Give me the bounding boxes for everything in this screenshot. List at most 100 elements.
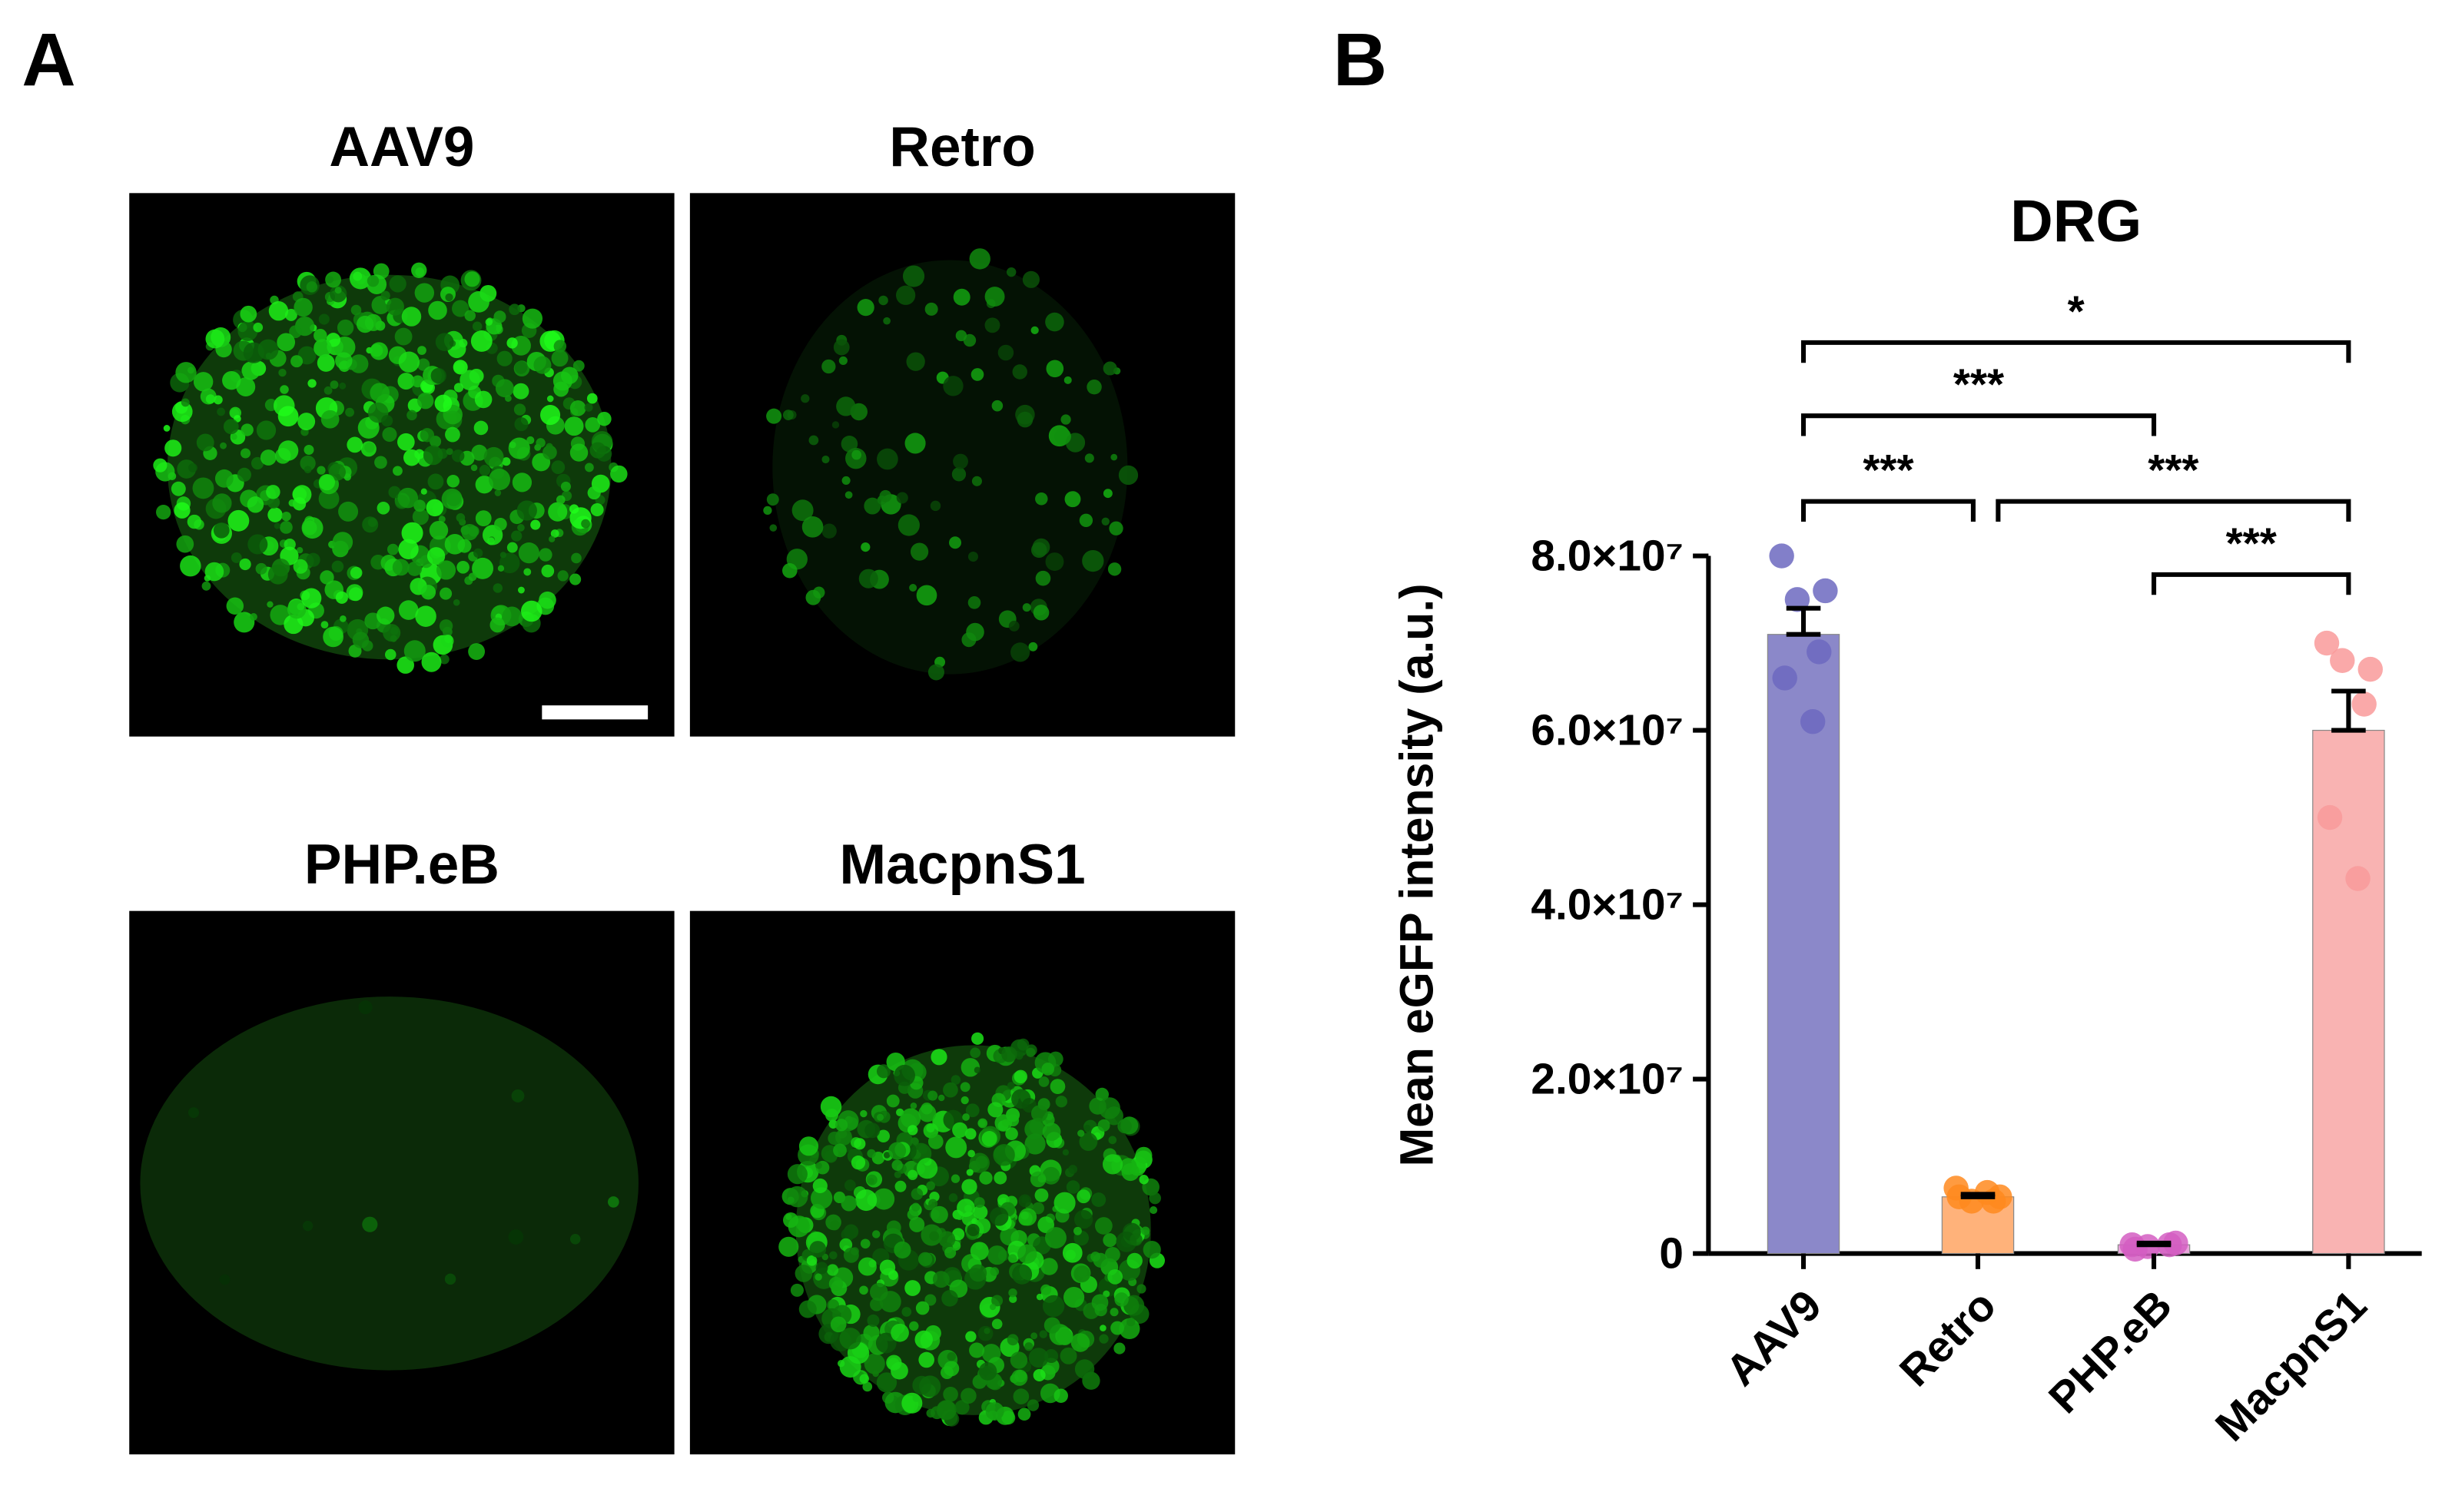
fluorescent-cell xyxy=(1063,1286,1085,1308)
fluorescent-cell xyxy=(1045,312,1064,332)
fluorescent-cell xyxy=(536,438,546,448)
fluorescent-cell xyxy=(320,410,340,429)
data-point xyxy=(2317,804,2343,831)
fluorescent-cell xyxy=(485,318,493,326)
fluorescent-cell xyxy=(902,265,925,287)
fluorescent-cell xyxy=(841,1228,854,1242)
panel-label: B xyxy=(1333,18,1387,101)
fluorescent-cell xyxy=(1033,1368,1046,1381)
fluorescent-cell xyxy=(398,351,420,373)
fluorescent-cell xyxy=(277,406,299,427)
fluorescent-cell xyxy=(426,547,446,565)
fluorescent-cell xyxy=(314,339,332,357)
fluorescent-cell xyxy=(966,1169,974,1176)
fluorescent-cell xyxy=(517,524,525,532)
fluorescent-cell xyxy=(943,376,964,396)
fluorescent-cell xyxy=(486,537,495,545)
fluorescent-cell xyxy=(340,615,347,622)
fluorescent-cell xyxy=(949,536,961,549)
fluorescent-cell xyxy=(891,1159,903,1171)
fluorescent-cell xyxy=(164,439,182,457)
fluorescent-cell xyxy=(328,463,346,481)
fluorescent-cell xyxy=(1073,1226,1082,1235)
fluorescent-cell xyxy=(589,442,606,459)
fluorescent-cell xyxy=(320,621,329,628)
fluorescent-cell xyxy=(879,489,892,502)
significance-bracket xyxy=(1800,499,1976,522)
fluorescent-cell xyxy=(494,489,502,496)
fluorescent-cell xyxy=(387,543,399,555)
fluorescent-cell xyxy=(876,1372,898,1393)
fluorescent-cell xyxy=(163,425,171,432)
fluorescent-cell xyxy=(778,1236,799,1257)
fluorescent-cell xyxy=(217,407,226,416)
fluorescent-cell xyxy=(787,1196,795,1204)
fluorescent-cell xyxy=(236,377,256,396)
fluorescent-cell xyxy=(821,523,837,539)
fluorescent-cell xyxy=(533,356,552,374)
fluorescent-cell xyxy=(250,613,257,621)
fluorescent-cell xyxy=(876,1064,891,1079)
fluorescent-cell xyxy=(370,383,390,403)
fluorescent-cell xyxy=(886,1220,901,1235)
fluorescent-cell xyxy=(506,542,518,553)
fluorescent-cell xyxy=(918,1351,934,1368)
fluorescent-cell xyxy=(872,1230,881,1238)
data-point xyxy=(1807,639,1832,665)
fluorescent-cell xyxy=(468,526,479,537)
fluorescent-cell xyxy=(423,445,443,466)
fluorescent-cell xyxy=(795,1265,813,1282)
data-point xyxy=(2345,866,2371,891)
fluorescent-cell xyxy=(569,443,589,462)
significance-bracket xyxy=(1996,499,2351,522)
fluorescent-cell xyxy=(597,411,612,426)
fluorescent-cell xyxy=(1117,1119,1132,1134)
fluorescent-cell xyxy=(522,308,543,329)
fluorescent-cell xyxy=(1012,1264,1033,1285)
fluorescent-cell xyxy=(801,516,824,538)
fluorescent-cell xyxy=(497,565,505,572)
fluorescent-cell xyxy=(284,614,304,635)
fluorescent-cell xyxy=(436,560,456,580)
fluorescent-cell xyxy=(472,321,483,332)
fluorescent-cell xyxy=(969,1342,985,1358)
fluorescent-cell xyxy=(894,1180,907,1192)
fluorescent-cell xyxy=(412,509,429,526)
y-tick-label: 2.0×10⁷ xyxy=(1531,1056,1684,1104)
fluorescent-cell xyxy=(237,320,258,341)
fluorescent-cell xyxy=(415,605,436,627)
fluorescent-cell xyxy=(867,1314,880,1327)
fluorescent-cell xyxy=(247,496,264,513)
fluorescent-cell xyxy=(451,449,465,463)
fluorescent-cell xyxy=(1077,1129,1085,1137)
fluorescent-cell xyxy=(1027,1399,1040,1411)
fluorescent-cell xyxy=(985,1401,1004,1421)
fluorescent-cell xyxy=(181,398,190,407)
fluorescent-cell xyxy=(502,457,511,466)
fluorescent-cell xyxy=(267,507,283,522)
fluorescent-cell xyxy=(539,591,556,609)
fluorescent-cell xyxy=(1100,1325,1107,1331)
fluorescent-cell xyxy=(931,1205,948,1224)
fluorescent-cell xyxy=(859,1374,869,1384)
fluorescent-cell xyxy=(511,1089,525,1102)
fluorescent-cell xyxy=(1028,642,1038,652)
fluorescent-cell xyxy=(763,506,772,515)
fluorescent-cell xyxy=(193,372,214,392)
fluorescent-cell xyxy=(401,307,422,327)
fluorescent-cell xyxy=(854,1138,866,1150)
fluorescent-cell xyxy=(766,408,782,424)
fluorescent-cell xyxy=(869,1282,888,1301)
fluorescent-cell xyxy=(292,497,307,511)
fluorescent-cell xyxy=(944,1361,960,1377)
fluorescent-cell xyxy=(489,617,506,633)
fluorescent-cell xyxy=(961,1388,977,1404)
fluorescent-cell xyxy=(403,640,426,662)
fluorescent-cell xyxy=(439,619,453,633)
fluorescent-cell xyxy=(833,339,850,356)
fluorescent-cell xyxy=(204,562,224,582)
fluorescent-cell xyxy=(472,557,494,579)
fluorescent-cell xyxy=(1028,1348,1049,1368)
fluorescent-cell xyxy=(1073,1209,1093,1229)
fluorescent-cell xyxy=(407,561,423,576)
